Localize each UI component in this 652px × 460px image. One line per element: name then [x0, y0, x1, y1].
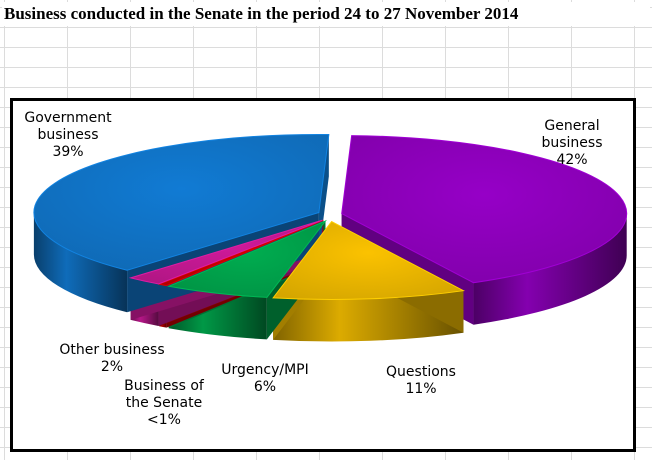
label-government-business: Government business 39%: [24, 110, 112, 160]
pie-slice-1[interactable]: [272, 220, 466, 301]
pie-slice-4[interactable]: [128, 219, 323, 285]
pie-slice-3[interactable]: [157, 219, 324, 287]
label-general-business: General business 42%: [541, 118, 603, 168]
pie-tops: [33, 134, 628, 301]
pie-slice-0[interactable]: [341, 135, 628, 284]
chart-title: Business conducted in the Senate in the …: [2, 2, 650, 26]
pie-slice-2[interactable]: [166, 219, 327, 298]
pie-side-5-0: [33, 212, 128, 313]
label-questions: Questions 11%: [386, 364, 456, 397]
pie-slice-5[interactable]: [33, 134, 330, 271]
label-urgency-mpi: Urgency/MPI 6%: [221, 362, 309, 395]
pie-side-0-0: [473, 213, 627, 325]
label-other-business: Other business 2%: [59, 342, 165, 375]
label-business-of-the-senate: Business of the Senate <1%: [124, 378, 204, 428]
